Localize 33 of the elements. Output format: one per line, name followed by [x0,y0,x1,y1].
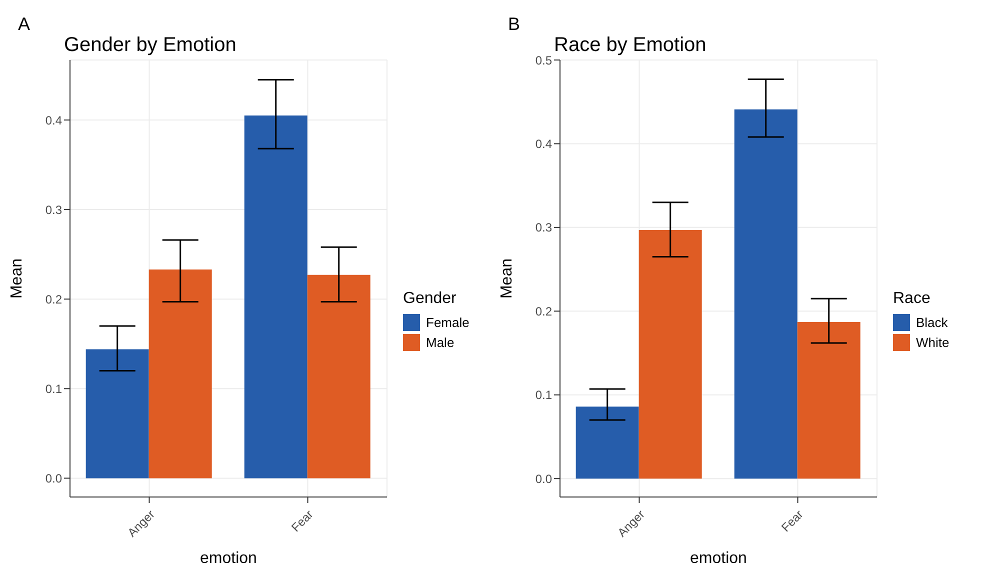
y-tick-label: 0.1 [45,382,62,396]
y-tick-label: 0.3 [45,202,62,217]
y-tick-label: 0.3 [535,220,552,235]
bar [148,270,212,478]
bar [244,116,308,478]
chart-title: Gender by Emotion [64,34,236,57]
y-axis-title: Mean [498,258,516,299]
y-tick-label: 0.5 [535,53,552,68]
bar [797,322,860,479]
legend-label: White [916,335,950,350]
bar [307,274,370,478]
y-tick-label: 0.4 [535,136,552,151]
legend-title: Gender [403,290,458,308]
bar [734,109,798,479]
y-tick-label: 0.0 [45,471,62,486]
y-axis-title: Mean [8,258,26,299]
text: B [508,14,520,35]
legend-label: Male [426,335,454,350]
y-tick-label: 0.1 [535,388,552,402]
x-axis-title: emotion [200,550,257,567]
chart-title: Race by Emotion [554,34,706,57]
bar [86,349,149,478]
y-tick-label: 0.0 [535,472,552,486]
y-tick-label: 0.2 [45,292,62,306]
bar [576,406,639,479]
legend-label: Black [916,315,948,330]
y-tick-label: 0.4 [45,113,62,128]
y-tick-label: 0.2 [535,304,552,318]
x-axis-title: emotion [690,550,747,567]
legend-title: Race [893,290,932,308]
text: A [18,14,30,35]
bar [638,230,702,479]
legend-label: Female [426,315,470,330]
